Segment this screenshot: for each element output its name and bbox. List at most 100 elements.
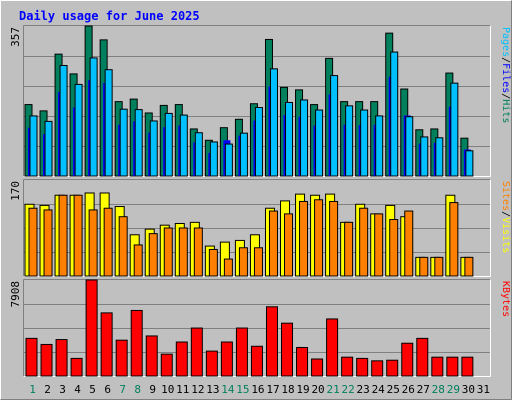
x-tick-label-day-30: 30 <box>462 383 475 396</box>
bar-kbytes-day-15 <box>235 327 248 377</box>
bar-sites-day-29 <box>449 202 459 277</box>
bar-kbytes-day-3 <box>55 339 68 377</box>
bar-sites-day-5 <box>88 209 98 277</box>
bar-pages-day-5 <box>89 57 98 177</box>
panel-middle: 170 Sites/Visits <box>9 179 511 277</box>
panel-bottom: 7908 KBytes <box>9 279 511 377</box>
x-tick-label-day-26: 26 <box>402 383 415 396</box>
legend-middle: Sites/Visits <box>500 181 511 253</box>
legend-separator-top-3: / <box>500 93 511 99</box>
bar-kbytes-day-16 <box>250 345 263 377</box>
bar-pages-day-22 <box>345 105 354 177</box>
x-tick-label-day-10: 10 <box>161 383 174 396</box>
x-tick-label-day-13: 13 <box>206 383 219 396</box>
legend-entry-top-2: Files <box>500 63 511 93</box>
x-tick-label-day-29: 29 <box>447 383 460 396</box>
x-tick-label-day-22: 22 <box>342 383 355 396</box>
bar-pages-day-10 <box>164 112 173 177</box>
bar-kbytes-day-18 <box>281 322 294 377</box>
legend-entry-bottom-0: KBytes <box>500 281 511 317</box>
bar-sites-day-26 <box>404 210 414 277</box>
legend-entry-middle-2: Visits <box>500 217 511 253</box>
chart-title: Daily usage for June 2025 <box>19 9 200 23</box>
x-tick-label-day-19: 19 <box>296 383 309 396</box>
bar-kbytes-day-4 <box>70 357 83 377</box>
legend-top: Pages/Files/Hits <box>500 27 511 123</box>
legend-entry-top-4: Hits <box>500 99 511 123</box>
bar-kbytes-day-27 <box>416 337 429 377</box>
x-tick-label-day-8: 8 <box>134 383 141 396</box>
x-tick-label-day-27: 27 <box>417 383 430 396</box>
bar-pages-day-6 <box>104 69 113 177</box>
y-axis-max-label-bottom: 7908 <box>9 281 22 308</box>
bar-kbytes-day-30 <box>461 356 474 377</box>
bar-pages-day-13 <box>209 141 218 177</box>
bar-kbytes-day-13 <box>205 350 218 377</box>
bar-pages-day-2 <box>44 120 53 177</box>
bar-sites-day-24 <box>374 213 384 277</box>
x-tick-label-day-6: 6 <box>104 383 111 396</box>
legend-entry-top-0: Pages <box>500 27 511 57</box>
bar-pages-day-14 <box>224 143 233 177</box>
x-tick-label-day-31: 31 <box>477 383 490 396</box>
legend-entry-middle-0: Sites <box>500 181 511 211</box>
x-tick-label-day-1: 1 <box>29 383 36 396</box>
bar-kbytes-day-9 <box>145 335 158 377</box>
bar-sites-day-1 <box>28 207 38 277</box>
bar-kbytes-day-19 <box>296 346 309 377</box>
bar-kbytes-day-5 <box>85 279 98 377</box>
bar-kbytes-day-22 <box>341 356 354 377</box>
bar-kbytes-day-17 <box>265 306 278 377</box>
x-tick-label-day-3: 3 <box>59 383 66 396</box>
y-axis-max-label-top: 357 <box>9 27 22 47</box>
bar-kbytes-day-8 <box>130 309 143 377</box>
bar-sites-day-27 <box>419 256 429 277</box>
x-tick-label-day-28: 28 <box>432 383 445 396</box>
x-tick-label-day-4: 4 <box>74 383 81 396</box>
legend-separator-top-1: / <box>500 57 511 63</box>
x-tick-label-day-23: 23 <box>357 383 370 396</box>
bar-sites-day-17 <box>268 210 278 277</box>
bar-sites-day-6 <box>103 207 113 277</box>
bar-pages-day-30 <box>465 150 474 177</box>
bar-pages-day-4 <box>74 83 83 177</box>
bar-pages-day-11 <box>179 114 188 177</box>
panel-top: 357 Pages/Files/Hits <box>9 25 511 177</box>
x-tick-label-day-15: 15 <box>236 383 249 396</box>
bar-kbytes-day-21 <box>326 318 339 377</box>
bar-sites-day-18 <box>284 213 294 277</box>
x-tick-label-day-5: 5 <box>89 383 96 396</box>
bar-pages-day-27 <box>420 136 429 177</box>
bars-bottom <box>25 279 474 377</box>
bar-kbytes-day-14 <box>220 341 233 377</box>
bar-sites-day-10 <box>163 227 173 277</box>
bar-pages-day-7 <box>119 108 128 177</box>
bar-sites-day-25 <box>389 219 399 277</box>
bar-kbytes-day-20 <box>311 358 324 377</box>
bar-pages-day-29 <box>450 82 459 177</box>
bar-pages-day-18 <box>285 101 294 177</box>
bar-pages-day-12 <box>194 132 203 177</box>
bar-kbytes-day-24 <box>371 360 384 377</box>
legend-bottom: KBytes <box>500 281 511 317</box>
bar-sites-day-20 <box>314 199 324 277</box>
bar-sites-day-3 <box>58 194 68 277</box>
bar-kbytes-day-7 <box>115 339 128 377</box>
bar-sites-day-11 <box>178 227 188 277</box>
bar-pages-day-1 <box>29 115 38 177</box>
bar-kbytes-day-10 <box>160 353 173 377</box>
bar-sites-day-4 <box>73 194 83 277</box>
bar-sites-day-7 <box>118 216 128 277</box>
bar-sites-day-13 <box>208 248 218 277</box>
bars-top <box>24 25 474 177</box>
bar-kbytes-day-23 <box>356 357 369 377</box>
bar-sites-day-14 <box>223 258 233 277</box>
x-tick-label-day-25: 25 <box>387 383 400 396</box>
x-tick-label-day-18: 18 <box>281 383 294 396</box>
bar-pages-day-16 <box>254 107 263 177</box>
x-tick-label-day-20: 20 <box>311 383 324 396</box>
bar-pages-day-28 <box>435 137 444 177</box>
bar-pages-day-24 <box>375 115 384 177</box>
